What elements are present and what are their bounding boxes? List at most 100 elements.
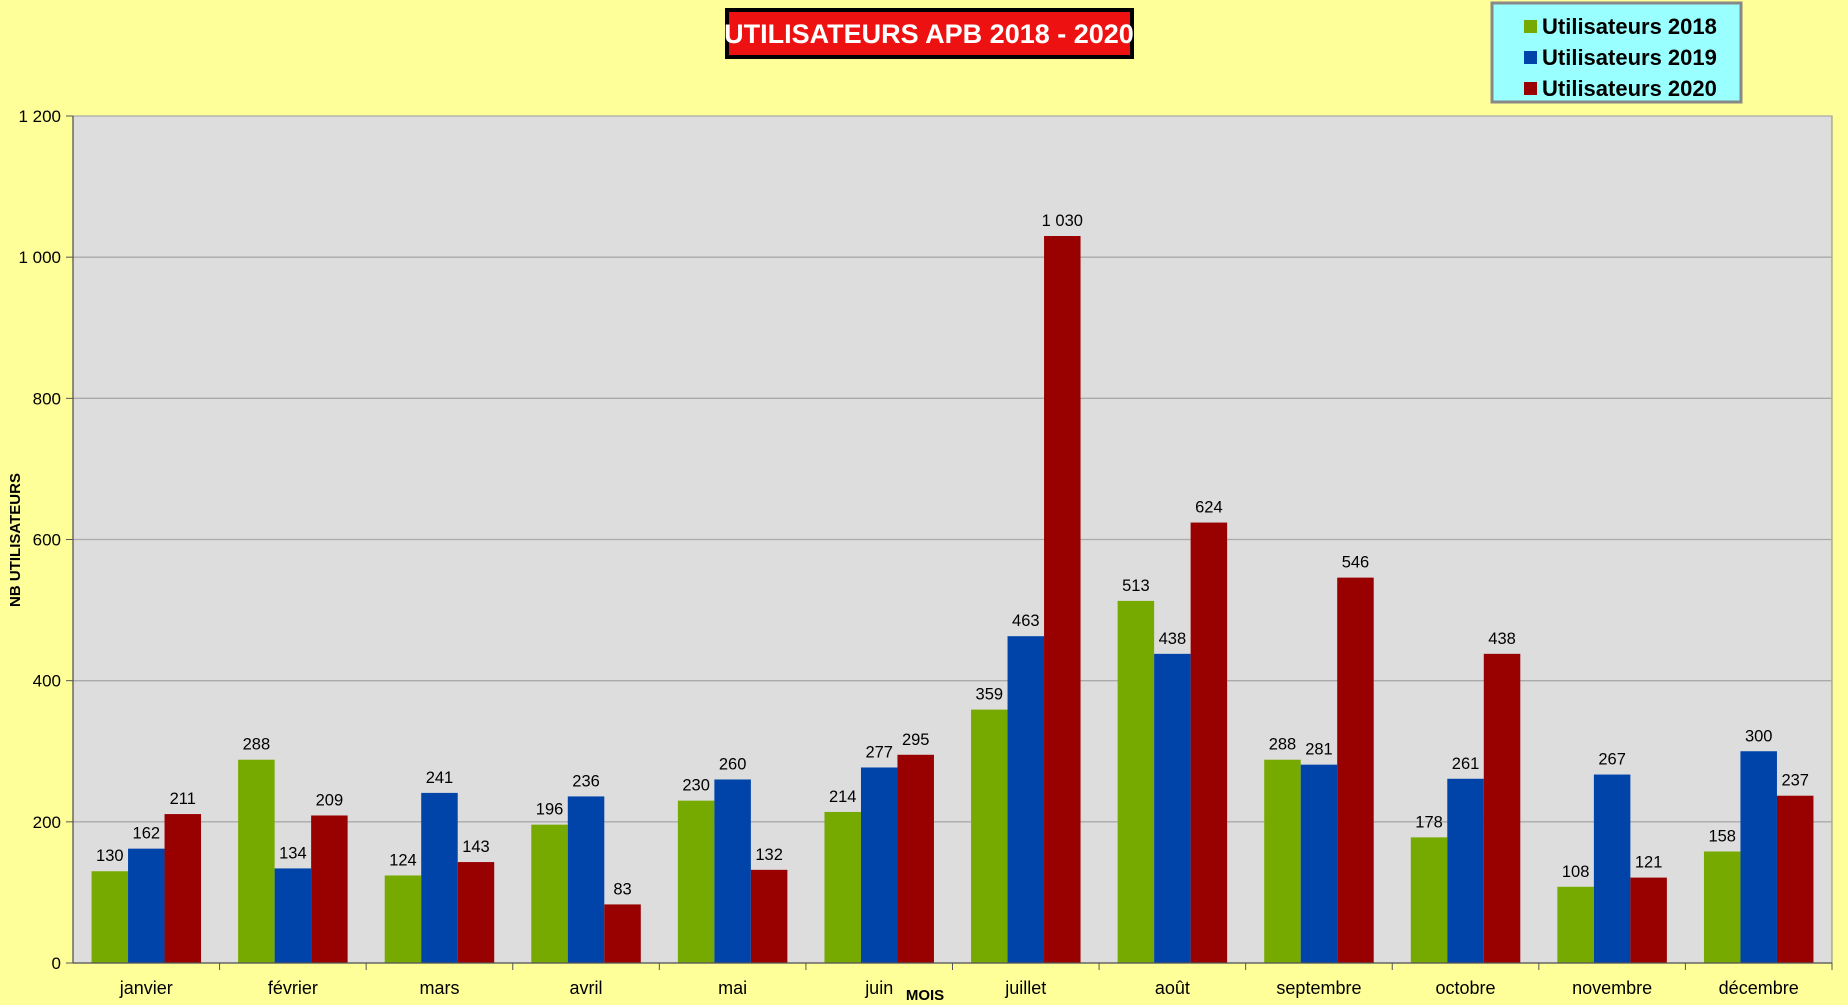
- data-label: 513: [1122, 577, 1150, 595]
- data-label: 124: [389, 851, 417, 869]
- title-box: [725, 8, 1134, 59]
- legend-swatch: [1524, 20, 1537, 33]
- data-label: 359: [976, 686, 1004, 704]
- x-tick-label: mars: [419, 978, 459, 998]
- data-label: 108: [1562, 863, 1590, 881]
- bar: [1593, 774, 1631, 963]
- bar: [1117, 600, 1155, 963]
- bar: [311, 815, 348, 963]
- data-label: 196: [536, 801, 564, 819]
- x-tick-label: avril: [570, 978, 603, 998]
- data-label: 277: [865, 743, 893, 761]
- data-label: 1 030: [1042, 212, 1083, 230]
- data-label: 281: [1305, 741, 1333, 759]
- bar: [1776, 795, 1814, 963]
- data-label: 288: [243, 736, 271, 754]
- data-label: 261: [1452, 755, 1480, 773]
- bar: [1300, 764, 1338, 963]
- bar: [128, 848, 165, 963]
- bar: [1264, 759, 1301, 963]
- x-tick-label: juin: [864, 978, 893, 998]
- data-label: 230: [682, 777, 710, 795]
- bar: [1740, 751, 1777, 963]
- data-label: 178: [1415, 813, 1443, 831]
- bar: [1337, 577, 1374, 963]
- data-label: 158: [1708, 827, 1736, 845]
- x-tick-label: octobre: [1436, 978, 1496, 998]
- data-label: 134: [279, 844, 307, 862]
- x-tick-label: mai: [718, 978, 747, 998]
- bar: [1447, 778, 1484, 963]
- y-tick-label: 400: [33, 672, 61, 691]
- axes: 0 200 400 600 800 1 000 1 200 janvier février mar…: [18, 107, 1833, 998]
- data-label: 438: [1159, 630, 1187, 648]
- data-label: 214: [829, 788, 857, 806]
- y-tick-label: 0: [52, 954, 61, 973]
- x-tick-label: novembre: [1572, 978, 1652, 998]
- data-label: 288: [1269, 736, 1297, 754]
- bar: [860, 767, 898, 963]
- data-label: 438: [1488, 630, 1516, 648]
- bar: [457, 862, 495, 963]
- y-tick-label: 1 000: [18, 248, 61, 267]
- bar: [1190, 522, 1228, 963]
- data-label: 211: [170, 790, 196, 808]
- data-label: 236: [572, 772, 600, 790]
- chart-title: UTILISATEURS APB 2018 - 2020: [724, 8, 1134, 59]
- bar: [164, 814, 202, 963]
- legend-label: Utilisateurs 2018: [1542, 14, 1717, 39]
- data-label: 546: [1342, 554, 1370, 572]
- legend-swatch: [1524, 51, 1537, 64]
- y-tick-label: 1 200: [18, 107, 61, 126]
- bar: [421, 792, 458, 963]
- bar: [1410, 837, 1448, 963]
- bar: [714, 779, 751, 963]
- bar: [897, 754, 934, 963]
- bar: [824, 811, 861, 963]
- bar: [1703, 851, 1741, 963]
- bar: [1483, 653, 1521, 963]
- bar: [238, 759, 275, 963]
- y-tick-label: 200: [33, 813, 61, 832]
- data-label: 143: [462, 838, 490, 856]
- x-axis-title: MOIS: [906, 987, 944, 1004]
- bar: [531, 824, 568, 963]
- x-tick-label: août: [1155, 978, 1190, 998]
- x-tick-label: février: [268, 978, 318, 998]
- bar: [1557, 886, 1594, 963]
- bar: [1154, 653, 1191, 963]
- data-label: 237: [1781, 772, 1809, 790]
- data-label: 209: [316, 791, 344, 809]
- bar: [1044, 235, 1081, 963]
- legend: Utilisateurs 2018 Utilisateurs 2019 Utilis…: [1490, 1, 1743, 104]
- data-label: 162: [133, 825, 161, 843]
- bar: [677, 800, 715, 963]
- x-tick-label: juillet: [1004, 978, 1046, 998]
- bar: [384, 875, 422, 963]
- bar: [1630, 877, 1667, 963]
- legend-label: Utilisateurs 2020: [1542, 76, 1717, 101]
- data-label: 463: [1012, 612, 1040, 630]
- data-label: 132: [755, 846, 783, 864]
- y-axis-title: NB UTILISATEURS: [7, 473, 24, 607]
- data-label: 83: [613, 880, 631, 898]
- data-label: 267: [1598, 751, 1626, 769]
- data-label: 300: [1745, 727, 1773, 745]
- data-label: 130: [96, 847, 124, 865]
- bar: [750, 869, 788, 963]
- bars: [91, 235, 1814, 963]
- y-tick-label: 800: [33, 389, 61, 408]
- data-labels: 130 162 211 288 134 209 124 241 143 196 236 83 230 26…: [96, 212, 1809, 898]
- x-tick-label: septembre: [1276, 978, 1361, 998]
- x-tick-label: décembre: [1719, 978, 1799, 998]
- x-tick-label: janvier: [119, 978, 173, 998]
- chart-title-text: UTILISATEURS APB 2018 - 2020: [724, 19, 1134, 49]
- legend-swatch: [1524, 82, 1537, 95]
- data-label: 295: [902, 731, 930, 749]
- bar: [604, 904, 641, 963]
- bar: [274, 868, 312, 963]
- legend-label: Utilisateurs 2019: [1542, 45, 1717, 70]
- bar: [567, 796, 605, 963]
